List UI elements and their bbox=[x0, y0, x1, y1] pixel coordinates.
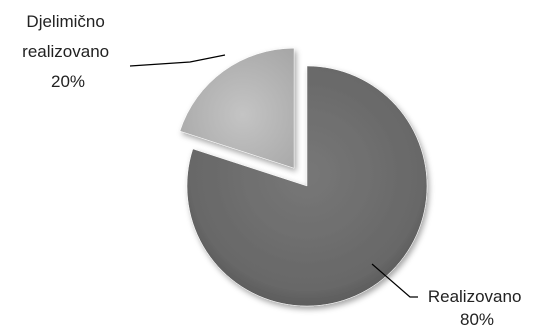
slice-label-djelimicno-line2: realizovano bbox=[22, 42, 109, 61]
pie-slice-djelimicno-realizovano bbox=[179, 47, 295, 169]
slice-label-realizovano-value: 80% bbox=[460, 310, 494, 329]
slice-label-djelimicno-line1: Djelimično bbox=[26, 12, 104, 31]
data-label-djelimicno-realizovano: Djelimično realizovano 20% bbox=[22, 12, 114, 91]
data-label-realizovano: Realizovano 80% bbox=[428, 287, 526, 329]
slice-label-djelimicno-value: 20% bbox=[51, 72, 85, 91]
leader-line-djelimicno bbox=[129, 54, 226, 67]
slice-label-realizovano-name: Realizovano bbox=[428, 287, 522, 306]
pie-slice-realizovano bbox=[186, 65, 428, 307]
leader-line-realizovano bbox=[371, 263, 418, 298]
